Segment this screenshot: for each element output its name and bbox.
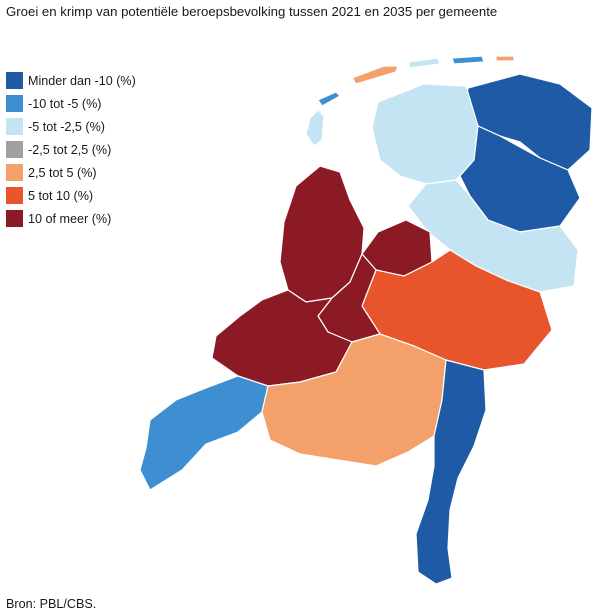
zeeland-region [139,375,269,491]
legend-label: -10 tot -5 (%) [28,96,102,111]
source-note: Bron: PBL/CBS. [6,597,97,611]
island-texel [305,109,325,147]
legend-item: -2,5 tot 2,5 (%) [6,138,136,161]
legend-label: Minder dan -10 (%) [28,73,136,88]
legend-item: Minder dan -10 (%) [6,69,136,92]
legend-item: 10 of meer (%) [6,207,136,230]
legend-swatch [6,141,23,158]
friesland-region [371,83,479,185]
island-ameland [407,57,441,69]
legend-label: -5 tot -2,5 (%) [28,119,105,134]
legend-label: -2,5 tot 2,5 (%) [28,142,112,157]
legend-swatch [6,210,23,227]
limburg-region [415,359,487,585]
legend-label: 2,5 tot 5 (%) [28,165,97,180]
legend-item: -5 tot -2,5 (%) [6,115,136,138]
legend: Minder dan -10 (%) -10 tot -5 (%) -5 tot… [6,69,136,230]
island-rottumeroog [495,55,515,62]
legend-swatch [6,187,23,204]
island-terschelling [351,65,399,85]
legend-item: 5 tot 10 (%) [6,184,136,207]
map-title: Groei en krimp van potentiële beroepsbev… [6,4,498,19]
legend-item: -10 tot -5 (%) [6,92,136,115]
island-schiermonnikoog [451,55,485,65]
legend-label: 5 tot 10 (%) [28,188,94,203]
legend-swatch [6,72,23,89]
legend-label: 10 of meer (%) [28,211,112,226]
legend-swatch [6,95,23,112]
legend-swatch [6,164,23,181]
island-vlieland [317,91,341,107]
legend-item: 2,5 tot 5 (%) [6,161,136,184]
legend-swatch [6,118,23,135]
overijssel-region [407,179,579,293]
